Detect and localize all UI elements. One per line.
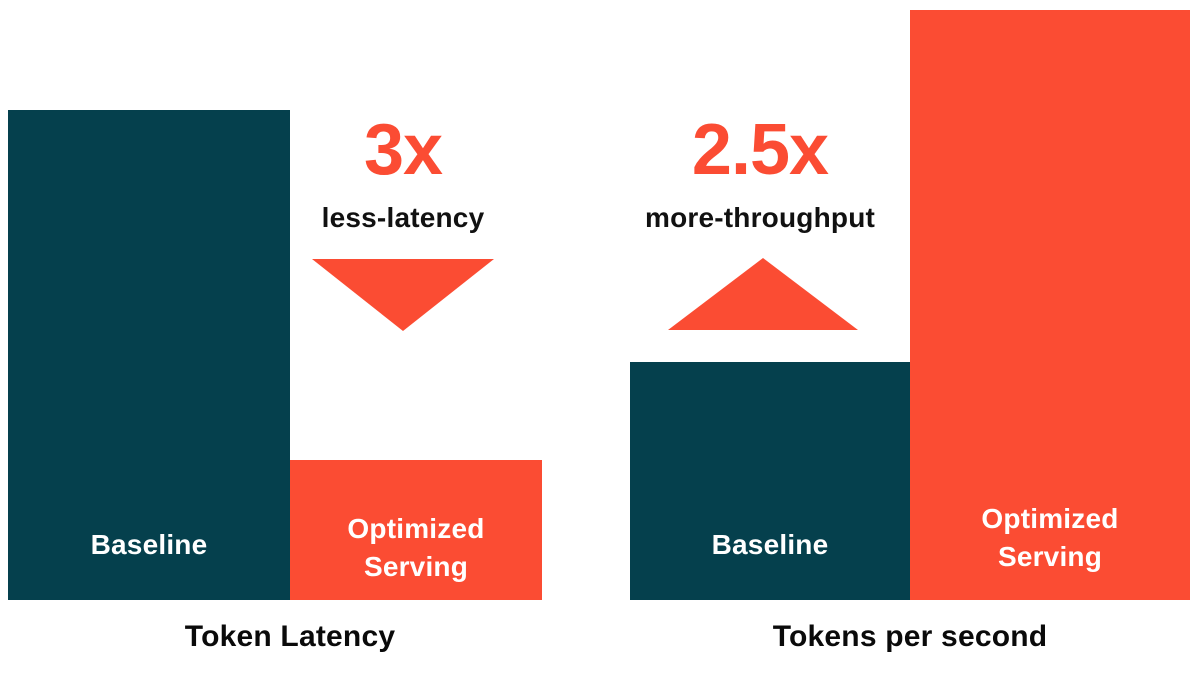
throughput-optimized-serving-bar-label: Optimized Serving (981, 503, 1119, 572)
triangle-down-icon (312, 259, 494, 331)
latency-baseline-bar: Baseline (8, 110, 290, 600)
triangle-up-icon (668, 258, 858, 330)
throughput-optimized-serving-bar: Optimized Serving (910, 10, 1190, 600)
latency-chart-title: Token Latency (184, 620, 396, 653)
latency-baseline-bar-label: Baseline (90, 529, 208, 560)
latency-annotation-caption: less-latency (321, 202, 485, 233)
throughput-annotation-caption: more-throughput (644, 202, 876, 233)
latency-optimized-serving-bar: Optimized Serving (290, 460, 542, 600)
throughput-baseline-bar-label: Baseline (711, 529, 829, 560)
throughput-chart-title: Tokens per second (772, 620, 1048, 653)
latency-optimized-serving-bar-label: Optimized Serving (347, 513, 485, 582)
throughput-baseline-bar: Baseline (630, 362, 910, 600)
throughput-multiplier-value: 2.5x (691, 110, 829, 190)
latency-multiplier-value: 3x (363, 110, 443, 190)
